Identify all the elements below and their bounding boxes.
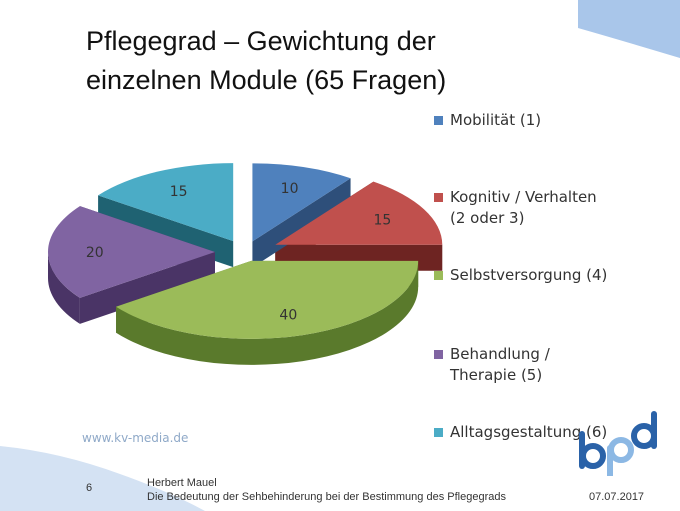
pie-wall-mobilitaet-1 xyxy=(252,178,351,268)
pie-slice-tops xyxy=(47,163,443,339)
legend-swatch-alltagsgestaltung xyxy=(434,428,443,437)
footer-text: Herbert Mauel Die Bedeutung der Sehbehin… xyxy=(147,476,506,504)
legend-item-behandlung: Behandlung / Therapie (5) xyxy=(434,344,550,386)
title-line-1: Pflegegrad – Gewichtung der xyxy=(86,26,436,56)
bpd-logo xyxy=(579,411,657,476)
legend-label-behandlung: Behandlung / Therapie (5) xyxy=(450,345,550,384)
pie-side-selbstversorgung xyxy=(116,260,419,365)
legend-label-alltagsgestaltung: Alltagsgestaltung (6) xyxy=(450,423,608,441)
page-number: 6 xyxy=(86,482,93,494)
slide-title: Pflegegrad – Gewichtung der einzelnen Mo… xyxy=(86,22,556,100)
legend-swatch-selbstversorgung xyxy=(434,271,443,280)
legend-item-kognitiv: Kognitiv / Verhalten (2 oder 3) xyxy=(434,187,597,229)
legend-item-selbstversorgung: Selbstversorgung (4) xyxy=(434,265,607,286)
source-credit: www.kv-media.de xyxy=(82,431,189,445)
legend-swatch-mobilitaet xyxy=(434,116,443,125)
pie-slice-kognitiv xyxy=(275,181,443,245)
bottom-left-decoration xyxy=(0,446,205,511)
data-label-behandlung: 20 xyxy=(86,245,104,261)
pie-slice-alltagsgestaltung xyxy=(98,163,234,242)
legend-swatch-behandlung xyxy=(434,350,443,359)
pie-wall-behandlung-0 xyxy=(79,252,215,324)
legend-label-selbstversorgung: Selbstversorgung (4) xyxy=(450,266,608,284)
footer-author: Herbert Mauel xyxy=(147,477,217,489)
data-label-alltagsgestaltung: 15 xyxy=(170,184,188,200)
pie-data-labels: 10 15 40 20 15 xyxy=(86,181,391,323)
legend-label-kognitiv: Kognitiv / Verhalten (2 oder 3) xyxy=(450,188,597,227)
pie-slice-selbstversorgung xyxy=(116,260,419,339)
data-label-selbstversorgung: 40 xyxy=(279,307,297,323)
legend-swatch-kognitiv xyxy=(434,193,443,202)
pie-slice-behandlung xyxy=(47,206,215,298)
legend-item-mobilitaet: Mobilität (1) xyxy=(434,110,541,131)
legend-item-alltagsgestaltung: Alltagsgestaltung (6) xyxy=(434,422,607,443)
data-label-kognitiv: 15 xyxy=(374,212,392,228)
pie-side-behandlung xyxy=(48,252,80,324)
data-label-mobilitaet: 10 xyxy=(281,181,299,197)
title-line-2: einzelnen Module (65 Fragen) xyxy=(86,65,447,95)
footer-subtitle: Die Bedeutung der Sehbehinderung bei der… xyxy=(147,491,506,503)
footer-date: 07.07.2017 xyxy=(589,491,645,503)
pie-slice-mobilitaet xyxy=(252,163,351,242)
top-right-decoration xyxy=(578,0,680,58)
legend-label-mobilitaet: Mobilität (1) xyxy=(450,111,542,129)
